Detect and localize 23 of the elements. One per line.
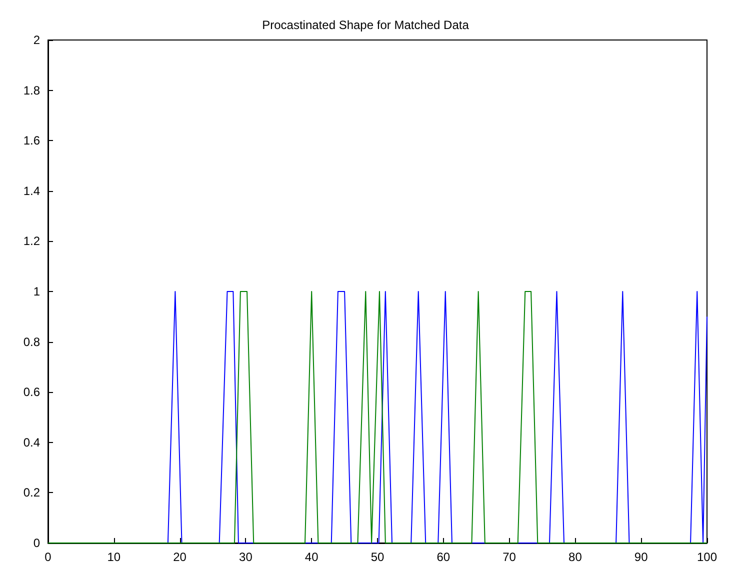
x-tick-label: 50 [370,550,384,564]
y-tick-label: 0.4 [23,435,40,450]
y-tick-label: 0.6 [23,385,40,400]
x-tick-label: 0 [44,550,52,564]
y-tick-label: 1.4 [23,184,40,198]
x-tick-label: 10 [107,550,121,564]
x-tick-label: 90 [634,550,648,564]
chart-title: Procastinated Shape for Matched Data [262,18,470,32]
x-tick-label: 100 [696,550,718,564]
y-tick-label: 1.6 [23,134,40,148]
x-tick-label: 30 [239,550,253,564]
y-tick-label: 0.8 [23,334,40,349]
y-tick-label: 0 [33,536,40,550]
x-tick-label: 70 [502,550,516,564]
y-tick-label: 1.8 [23,83,40,98]
x-tick-label: 60 [436,550,450,564]
y-tick-label: 2 [33,33,40,47]
y-tick-label: 1 [33,284,40,298]
y-tick-label: 0.2 [23,486,40,500]
y-tick-label: 1.2 [23,234,40,248]
x-tick-label: 80 [568,550,582,564]
x-tick-label: 20 [173,550,187,564]
x-tick-label: 40 [304,550,319,564]
